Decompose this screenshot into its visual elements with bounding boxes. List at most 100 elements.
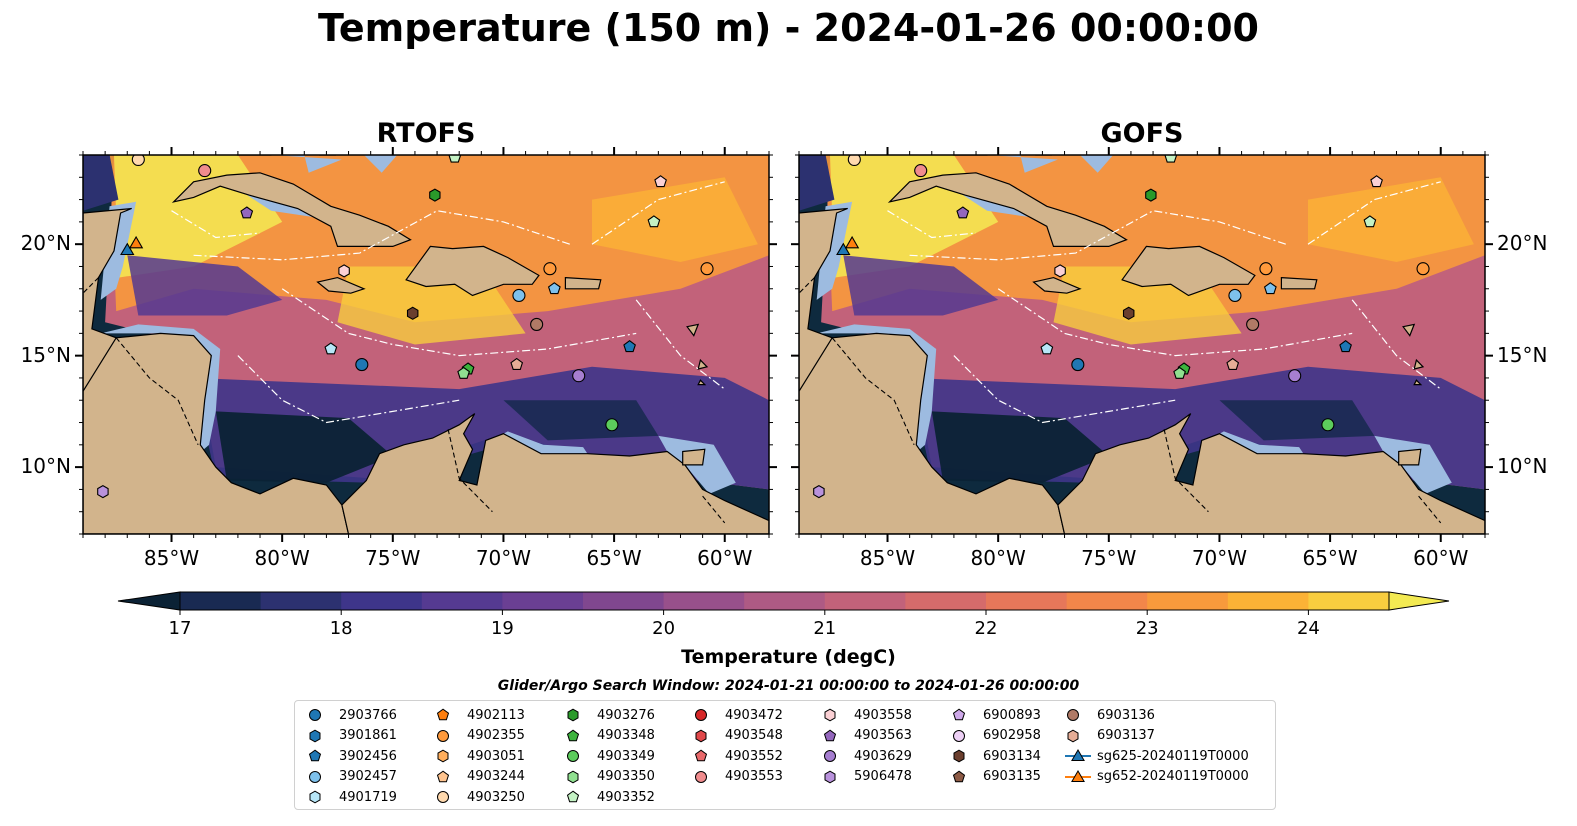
float-marker	[448, 155, 462, 163]
eez-boundary	[909, 210, 1286, 261]
legend-marker-icon	[567, 708, 579, 722]
legend-marker-icon	[952, 708, 966, 721]
legend-label: 2903766	[339, 707, 397, 723]
colorbar-bin	[1227, 592, 1309, 610]
shallow-shelf	[503, 431, 588, 454]
eez-boundary	[887, 210, 977, 239]
float-marker	[1071, 358, 1085, 372]
legend-item: 2903766	[307, 705, 397, 725]
lon-tick-label: 60°W	[697, 546, 753, 570]
float-marker	[1122, 306, 1135, 320]
legend-item: 4903250	[435, 787, 525, 807]
western-cool-tongue	[843, 255, 999, 316]
legend-label: 4903352	[597, 789, 655, 805]
float-marker	[1040, 342, 1054, 355]
land-hispaniola	[405, 245, 540, 297]
country-border	[1163, 429, 1209, 513]
country-border	[83, 277, 99, 294]
float-marker	[1173, 366, 1186, 379]
legend-marker-icon	[1067, 729, 1079, 742]
land-lesser2	[1413, 358, 1425, 370]
legend-label: 5906478	[854, 769, 912, 785]
lat-tick-label-left: 20°N	[20, 231, 71, 256]
panama-cold-core	[931, 411, 1109, 483]
colorbar-bin	[1066, 592, 1148, 610]
colorbar-tick-label: 22	[974, 618, 998, 639]
land-lesser	[1402, 323, 1416, 337]
legend-marker-icon	[824, 708, 836, 722]
land-puertoRico	[1280, 276, 1318, 290]
colorbar-bin	[986, 592, 1068, 610]
legend-marker-icon	[823, 729, 837, 741]
land-jamaica	[1032, 276, 1082, 294]
figure-title: Temperature (150 m) - 2024-01-26 00:00:0…	[317, 6, 1259, 50]
legend-label: 4903349	[597, 748, 655, 764]
land-hispaniola	[1121, 245, 1256, 297]
float-marker	[847, 155, 861, 167]
lat-tick-label-left: 10°N	[20, 454, 71, 479]
legend-item: 4903244	[435, 767, 525, 787]
float-marker	[1145, 188, 1157, 202]
float-marker	[1259, 262, 1273, 276]
float-marker	[1228, 288, 1242, 303]
float-marker	[324, 342, 338, 355]
legend-label: 6903134	[983, 748, 1041, 764]
lon-tick-label: 75°W	[365, 546, 421, 570]
eez-boundary	[1351, 299, 1442, 390]
float-marker	[1164, 155, 1178, 163]
eez-boundary	[237, 355, 460, 424]
eez-boundary	[281, 288, 637, 357]
float-marker	[813, 484, 825, 499]
legend-item: 3901861	[307, 726, 397, 746]
colorbar-bin	[1147, 592, 1229, 610]
lon-tick-label: 85°W	[143, 546, 200, 570]
legend-marker-icon	[695, 709, 707, 721]
float-marker	[1363, 215, 1377, 228]
legend-item: 4903276	[565, 705, 655, 725]
legend-label: 4903348	[597, 728, 655, 744]
legend-marker-icon	[436, 708, 450, 721]
legend-label: 4903250	[467, 789, 525, 805]
float-marker	[510, 357, 524, 370]
float-marker	[131, 155, 145, 167]
legend-label: 4902113	[467, 707, 525, 723]
float-marker	[1246, 317, 1260, 331]
legend-marker-icon	[695, 770, 707, 783]
venezuela-cold-core	[503, 400, 659, 441]
eez-boundary	[635, 299, 726, 390]
country-border	[799, 277, 815, 294]
colorbar-tick-label: 23	[1135, 618, 1159, 639]
legend-marker-icon	[567, 770, 579, 784]
legend-marker-icon	[437, 729, 449, 742]
legend-item: 4903350	[565, 767, 655, 787]
float-marker	[429, 188, 441, 202]
legend-label: 6903137	[1097, 728, 1155, 744]
eez-boundary	[953, 355, 1176, 424]
colorbar	[117, 591, 1450, 615]
legend-item: 6903137	[1065, 726, 1155, 746]
colorbar-bin	[824, 592, 906, 610]
float-marker	[406, 306, 419, 320]
eez-boundary	[193, 210, 570, 261]
gulf-cold-corner	[799, 155, 835, 211]
legend-label: 6903135	[983, 769, 1041, 785]
lon-tick-label: 80°W	[254, 546, 310, 570]
lat-tick-label-right: 20°N	[1497, 231, 1548, 256]
lon-tick-label: 80°W	[970, 546, 1026, 570]
legend-marker-icon	[695, 729, 707, 742]
shallow-shelf	[1219, 431, 1304, 454]
legend-label: 3902457	[339, 769, 397, 785]
rtofs-panel-title: RTOFS	[376, 118, 476, 149]
colorbar-tick-label: 24	[1296, 618, 1320, 639]
colorbar-bin	[260, 592, 342, 610]
legend-label: 3902456	[339, 748, 397, 764]
float-marker	[1226, 357, 1240, 370]
legend-label: 4903548	[725, 728, 783, 744]
country-border	[447, 429, 493, 513]
colorbar-bin	[583, 592, 665, 610]
legend-label: 4903552	[725, 748, 783, 764]
gofs-map	[791, 147, 1493, 542]
legend-marker-icon	[1065, 769, 1091, 782]
shallow-shelf	[364, 155, 398, 173]
float-marker	[1054, 264, 1066, 278]
